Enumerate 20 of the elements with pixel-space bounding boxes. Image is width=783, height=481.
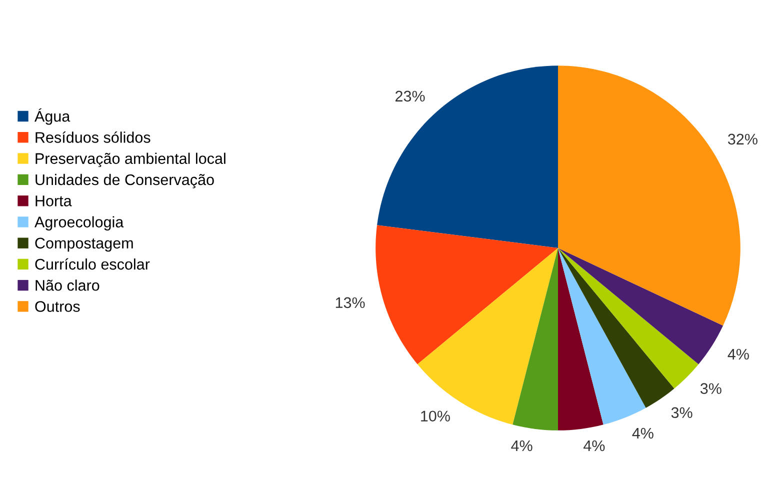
data-label: 3% [700, 383, 722, 394]
legend-label: Não claro [36, 280, 100, 291]
data-label: 4% [511, 440, 532, 452]
legend-label: Unidades de Conservação [36, 174, 214, 188]
legend-label: Resíduos sólidos [36, 131, 150, 143]
data-label: 4% [728, 348, 749, 360]
legend-label: Preservação ambiental local [36, 152, 226, 168]
data-label: 23% [396, 90, 425, 102]
data-label: 10% [421, 410, 450, 422]
legend-label: Compostagem [35, 238, 133, 252]
data-label: 4% [584, 440, 605, 452]
legend-label: Currículo escolar [35, 258, 150, 270]
data-label: 13% [336, 297, 365, 308]
legend-label: Agroecologia [34, 216, 124, 230]
data-label: 3% [671, 407, 692, 418]
legend-label: Outros [35, 301, 80, 312]
data-label: 4% [632, 428, 654, 439]
legend-label: Água [34, 108, 70, 125]
legend-label: Horta [36, 196, 72, 206]
data-label: 32% [728, 134, 758, 145]
